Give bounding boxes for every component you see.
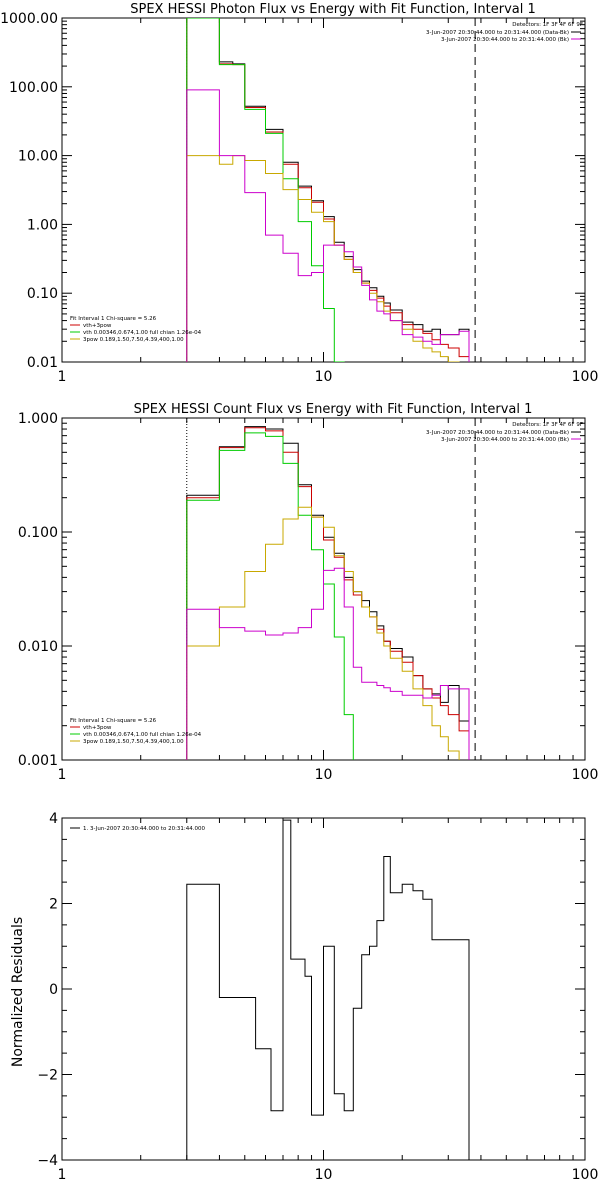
y-tick-label: 2	[49, 897, 58, 913]
spectrum-series-line	[186, 432, 354, 760]
y-tick-label: 0.10	[27, 286, 58, 302]
legend-entry: vth+3pow	[83, 725, 112, 731]
legend-entry: vth+3pow	[83, 323, 112, 329]
time-interval-label: 3-Jun-2007 20:30:44.000 to 20:31:44.000 …	[441, 437, 569, 443]
y-tick-label: 0.100	[18, 525, 58, 541]
y-tick-label: 10.00	[18, 149, 58, 165]
fit-legend-header: Fit Interval 1 Chi-square = 5.26	[70, 718, 157, 724]
count-flux-panel: SPEX HESSI Count Flux vs Energy with Fit…	[18, 402, 599, 783]
y-tick-label: 0.01	[27, 355, 58, 371]
y-tick-label: 0.010	[18, 639, 58, 655]
x-tick-label: 1	[58, 369, 67, 385]
spectrum-series-line	[186, 567, 470, 760]
x-tick-label: 10	[315, 767, 333, 783]
panel-title: SPEX HESSI Count Flux vs Energy with Fit…	[134, 402, 533, 417]
y-tick-label: 1.00	[27, 217, 58, 233]
x-tick-label: 100	[572, 767, 599, 783]
x-tick-label: 100	[572, 1167, 599, 1183]
spectrum-series-line	[186, 506, 460, 760]
photon-flux-panel: SPEX HESSI Photon Flux vs Energy with Fi…	[0, 2, 599, 385]
y-tick-label: 0	[49, 982, 58, 998]
x-tick-label: 10	[315, 369, 333, 385]
legend-entry: 3pow 0.189,1.50,7.50,4.39,400,1.00	[83, 739, 184, 745]
plot-area	[186, 819, 470, 1160]
legend-entry: 1. 3-Jun-2007 20:30:44.000 to 20:31:44.0…	[83, 826, 206, 832]
legend-entry: vth 0.00346,0.674,1.00 full chian 1.26e-…	[83, 732, 202, 738]
residuals-panel: Normalized Residuals 1 10 100 −4 −2 0 2 4 1. 3-J…	[10, 811, 599, 1183]
spectrum-series-line	[186, 18, 345, 362]
fit-legend-header: Fit Interval 1 Chi-square = 5.26	[70, 316, 157, 322]
legend-entry: 3pow 0.189,1.50,7.50,4.39,400,1.00	[83, 337, 184, 343]
plot-area	[186, 18, 476, 362]
y-tick-label: 1000.00	[0, 11, 58, 27]
spectrum-series-line	[186, 155, 460, 362]
y-tick-label: 1.000	[18, 411, 58, 427]
x-tick-label: 1	[58, 1167, 67, 1183]
x-tick-label: 1	[58, 767, 67, 783]
x-tick-label: 10	[315, 1167, 333, 1183]
y-tick-label: 0.001	[18, 753, 58, 769]
spectrum-series-line	[186, 819, 470, 1160]
y-axis-label: Normalized Residuals	[10, 917, 26, 1067]
detectors-label: Detectors: 1F 3F 4F 6F 9F	[512, 422, 583, 428]
plot-area	[186, 418, 476, 760]
time-interval-label: 3-Jun-2007 20:30:44.000 to 20:31:44.000 …	[426, 30, 569, 36]
time-interval-label: 3-Jun-2007 20:30:44.000 to 20:31:44.000 …	[441, 37, 569, 43]
y-tick-label: −2	[37, 1068, 58, 1084]
y-tick-label: 100.00	[9, 80, 58, 96]
legend-entry: vth 0.00346,0.674,1.00 full chian 1.26e-…	[83, 330, 202, 336]
detectors-label: Detectors: 1F 3F 4F 6F 9F	[512, 22, 583, 28]
y-tick-label: 4	[49, 811, 58, 827]
spectrum-series-line	[186, 89, 470, 362]
panel-title: SPEX HESSI Photon Flux vs Energy with Fi…	[130, 2, 536, 17]
time-interval-label: 3-Jun-2007 20:30:44.000 to 20:31:44.000 …	[426, 430, 569, 436]
y-tick-label: −4	[37, 1153, 58, 1169]
x-tick-label: 100	[572, 369, 599, 385]
